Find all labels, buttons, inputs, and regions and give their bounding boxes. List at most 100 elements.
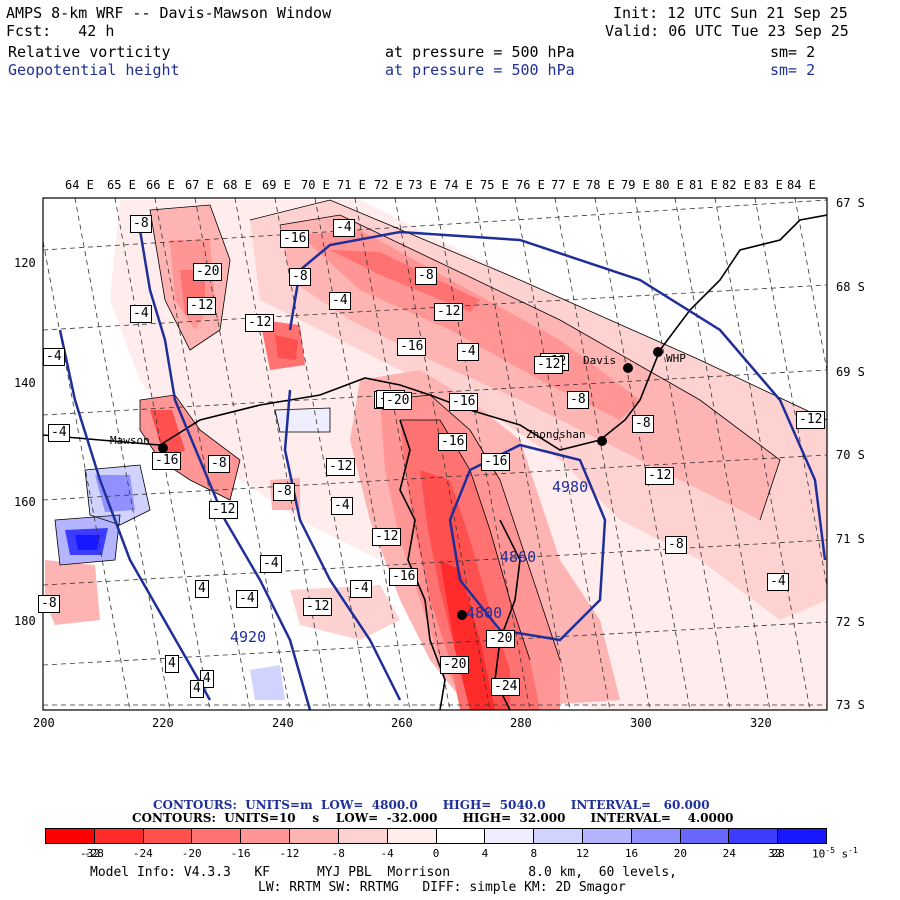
colorbar-tick-label: 8 <box>530 847 538 860</box>
lon-label: 66 E <box>146 178 175 192</box>
field2-level: at pressure = 500 hPa <box>385 61 575 79</box>
height-contours <box>58 229 827 710</box>
contour-value-label: -4 <box>236 590 258 608</box>
station-label-whp: WHP <box>666 352 686 365</box>
contour-value-label: -4 <box>350 580 372 598</box>
colorbar-tick-label: 20 <box>673 847 688 860</box>
contour-value-label: -4 <box>457 343 479 361</box>
forecast-hour: Fcst: 42 h <box>6 22 114 40</box>
colorbar-unit-exp: -5 <box>825 846 835 855</box>
lat-label: 70 S <box>836 448 865 462</box>
grid-x-label: 240 <box>272 716 294 730</box>
contour-value-label: -12 <box>209 501 239 519</box>
colorbar-swatch <box>778 829 826 843</box>
colorbar-swatch <box>290 829 339 843</box>
contour-value-label: -8 <box>130 215 152 233</box>
contour-value-label: -20 <box>383 392 413 410</box>
colorbar-swatch <box>485 829 535 843</box>
contour-value-label: -4 <box>43 348 65 366</box>
grid-y-label: 120 <box>14 256 36 270</box>
grid-y-label: 140 <box>14 376 36 390</box>
contour-value-label: -16 <box>449 393 479 411</box>
colorbar-unit-s-exp: -1 <box>848 846 858 855</box>
colorbar-tick-label: 32 <box>768 847 782 860</box>
colorbar-tick-label: -24 <box>132 847 153 860</box>
contour-value-label: -8 <box>38 595 60 613</box>
contour-value-label: -16 <box>280 230 310 248</box>
contour-value-label: -12 <box>534 356 564 374</box>
map-frame <box>42 197 828 711</box>
field1-level-value: 500 hPa <box>511 43 575 61</box>
colorbar-tick-label: -12 <box>279 847 300 860</box>
colorbar-swatch <box>631 829 681 843</box>
contour-value-label: -4 <box>333 219 355 237</box>
contour-info-text: CONTOURS: UNITS=10 s LOW= -32.000 HIGH= … <box>132 811 734 825</box>
lon-label: 79 E <box>621 178 650 192</box>
colorbar-swatch <box>46 829 95 843</box>
physics-info: LW: RRTM SW: RRTMG DIFF: simple KM: 2D S… <box>258 880 626 895</box>
colorbar-swatch <box>680 829 730 843</box>
colorbar-unit-base: 10 <box>812 847 826 861</box>
colorbar-swatch <box>387 829 437 843</box>
colorbar-swatch <box>192 829 242 843</box>
contour-value-label: -4 <box>260 555 282 573</box>
grid-y-label: 160 <box>14 495 36 509</box>
lon-label: 73 E <box>408 178 437 192</box>
contour-value-label: 4 <box>190 680 204 698</box>
colorbar-unit: 10-5 s-1 <box>812 846 858 861</box>
colorbar-tick-label: -32 <box>80 847 100 860</box>
colorbar-tick-label: 24 <box>722 847 736 860</box>
contour-value-label: -20 <box>486 630 516 648</box>
contour-info-vorticity: CONTOURS: UNITS=10 s LOW= -32.000 HIGH= … <box>132 811 734 825</box>
colorbar-tick-label: 4 <box>481 847 489 860</box>
contour-info-height: CONTOURS: UNITS=m LOW= 4800.0 HIGH= 5040… <box>153 798 710 812</box>
colorbar-tick-label: 12 <box>576 847 590 860</box>
lat-label: 68 S <box>836 280 865 294</box>
field1-level-text: at pressure = <box>385 43 503 61</box>
contour-value-label: -12 <box>303 598 333 616</box>
lon-label: 77 E <box>551 178 580 192</box>
contour-value-label: -8 <box>632 415 654 433</box>
colorbar-unit-s: s <box>841 847 849 861</box>
lat-label: 72 S <box>836 615 865 629</box>
height-label: 4980 <box>552 478 589 496</box>
contour-value-label: -16 <box>438 433 468 451</box>
contour-value-label: -16 <box>152 452 182 470</box>
contour-value-label: -12 <box>187 297 217 315</box>
contour-value-label: -12 <box>326 458 356 476</box>
colorbar <box>45 828 827 844</box>
colorbar-tick-label: -16 <box>230 847 251 860</box>
lat-label: 69 S <box>836 365 865 379</box>
valid-time: Valid: 06 UTC Tue 23 Sep 25 <box>605 22 849 40</box>
lon-label: 64 E <box>65 178 94 192</box>
contour-value-label: -8 <box>208 455 230 473</box>
contour-value-label: -8 <box>665 536 687 554</box>
lon-label: 69 E <box>262 178 291 192</box>
colorbar-swatch <box>436 829 486 843</box>
colorbar-swatch <box>94 829 144 843</box>
lon-label: 80 E <box>655 178 684 192</box>
field2-level-value: 500 hPa <box>511 61 575 79</box>
lon-label: 70 E <box>301 178 330 192</box>
model-info: Model Info: V4.3.3 KF MYJ PBL Morrison 8… <box>90 865 677 880</box>
contour-value-label: -4 <box>48 424 70 442</box>
contour-value-label: -12 <box>645 467 675 485</box>
lon-label: 84 E <box>787 178 816 192</box>
contour-value-label: -8 <box>567 391 589 409</box>
lon-label: 76 E <box>516 178 545 192</box>
vorticity-fill-layer <box>43 198 827 710</box>
colorbar-swatch <box>729 829 779 843</box>
lat-label: 67 S <box>836 196 865 210</box>
colorbar-tick-row: -28 -24 -20 -16 -12 -8 -4 0 4 8 12 16 20 24 28 -32 32 <box>0 847 900 861</box>
colorbar-tick-label: -20 <box>181 847 202 860</box>
contour-value-label: -4 <box>329 292 351 310</box>
fcst-label: Fcst: <box>6 22 52 40</box>
contour-value-label: -16 <box>389 568 419 586</box>
lon-label: 68 E <box>223 178 252 192</box>
lon-label: 78 E <box>586 178 615 192</box>
colorbar-swatch <box>534 829 583 843</box>
lon-label: 74 E <box>444 178 473 192</box>
station-label-mawson: Mawson <box>110 434 150 447</box>
contour-value-label: -4 <box>130 305 152 323</box>
